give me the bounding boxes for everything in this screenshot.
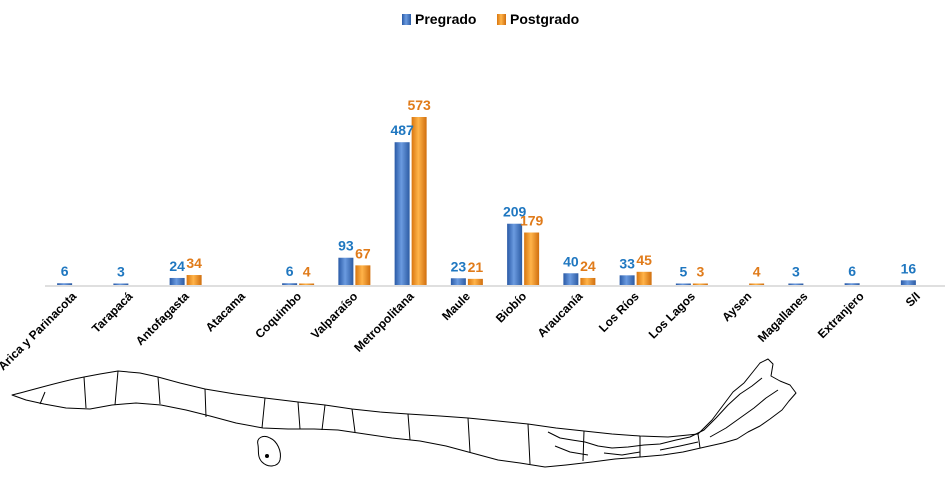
bar-pregrado-extranjero[interactable] [844,283,860,285]
legend: Pregrado Postgrado [402,11,579,27]
legend-label-pregrado: Pregrado [415,11,476,27]
bars-layer [57,117,916,285]
bar-postgrado-biobio[interactable] [524,232,540,285]
bar-pregrado-tarapaca[interactable] [113,283,129,286]
tick-label-metropolitana: Metropolitana [351,289,417,355]
data-label-pregrado-los-rios: 33 [619,255,635,271]
bar-pregrado-antofagasta[interactable] [169,277,185,285]
data-label-pregrado-s-i: 16 [901,260,917,276]
data-label-pregrado-maule: 23 [451,258,467,274]
bar-postgrado-aysen[interactable] [749,283,765,286]
bar-pregrado-maule[interactable] [450,278,466,285]
tick-label-biobio: Biobío [493,289,529,325]
tick-label-los-lagos: Los Lagos [646,289,699,342]
tick-label-tarapaca: Tarapacá [89,289,136,336]
legend-swatch-postgrado [497,14,506,25]
data-label-pregrado-antofagasta: 24 [169,258,185,274]
tick-label-aysen: Aysen [719,289,754,324]
data-label-pregrado-los-lagos: 5 [679,264,687,280]
bar-pregrado-magallanes[interactable] [788,283,804,286]
tick-label-s-i: S/I [903,289,923,309]
tick-label-extranjero: Extranjero [815,289,867,341]
bar-postgrado-metropolitana[interactable] [411,117,427,285]
bar-pregrado-biobio[interactable] [507,223,523,285]
data-label-pregrado-magallanes: 3 [792,264,800,280]
data-label-pregrado-biobio: 209 [503,204,527,220]
data-label-postgrado-metropolitana: 573 [407,97,431,113]
data-label-pregrado-tarapaca: 3 [117,264,125,280]
data-label-pregrado-metropolitana: 487 [390,122,414,138]
bar-postgrado-los-lagos[interactable] [692,283,708,286]
data-label-postgrado-araucania: 24 [580,258,596,274]
data-label-postgrado-los-rios: 45 [636,252,652,268]
bar-pregrado-valparaiso[interactable] [338,257,354,285]
bar-postgrado-valparaiso[interactable] [355,265,371,285]
tick-label-coquimbo: Coquimbo [252,289,304,341]
legend-swatch-pregrado [402,14,411,25]
bar-pregrado-arica-y-parinacota[interactable] [57,283,73,285]
bar-pregrado-s-i[interactable] [900,280,916,285]
data-label-postgrado-biobio: 179 [520,213,544,229]
data-label-postgrado-valparaiso: 67 [355,245,371,261]
island-dot-icon [265,454,269,458]
bar-postgrado-coquimbo[interactable] [299,283,315,286]
tick-label-los-rios: Los Ríos [596,289,642,335]
bar-postgrado-maule[interactable] [467,278,483,285]
bar-postgrado-antofagasta[interactable] [186,275,202,285]
bar-pregrado-los-rios[interactable] [619,275,635,285]
tick-label-antofagasta: Antofagasta [133,289,192,348]
data-label-pregrado-extranjero: 6 [848,263,856,279]
bar-pregrado-los-lagos[interactable] [675,283,691,286]
legend-label-postgrado: Postgrado [510,11,579,27]
bar-postgrado-los-rios[interactable] [636,271,652,285]
data-label-postgrado-aysen: 4 [753,264,761,280]
data-label-pregrado-valparaiso: 93 [338,238,354,254]
chile-map-icon [11,358,797,468]
bar-postgrado-araucania[interactable] [580,277,596,285]
data-label-pregrado-coquimbo: 6 [286,263,294,279]
data-label-postgrado-antofagasta: 34 [186,255,202,271]
data-label-postgrado-maule: 21 [468,259,484,275]
data-label-postgrado-coquimbo: 4 [303,264,311,280]
tick-label-magallanes: Magallanes [755,289,811,345]
tick-label-araucania: Araucanía [535,289,586,340]
data-label-pregrado-araucania: 40 [563,253,579,269]
tick-label-maule: Maule [439,289,473,323]
bar-pregrado-metropolitana[interactable] [394,142,410,285]
tick-label-valparaiso: Valparaíso [308,289,360,341]
legend-item-pregrado[interactable]: Pregrado [402,11,476,27]
data-label-pregrado-arica-y-parinacota: 6 [61,263,69,279]
bar-pregrado-araucania[interactable] [563,273,579,285]
legend-item-postgrado[interactable]: Postgrado [497,11,579,27]
tick-label-atacama: Atacama [203,289,249,335]
bar-pregrado-coquimbo[interactable] [282,283,298,285]
tick-label-arica-y-parinacota: Arica y Parinacota [0,289,79,373]
data-label-postgrado-los-lagos: 3 [696,264,704,280]
